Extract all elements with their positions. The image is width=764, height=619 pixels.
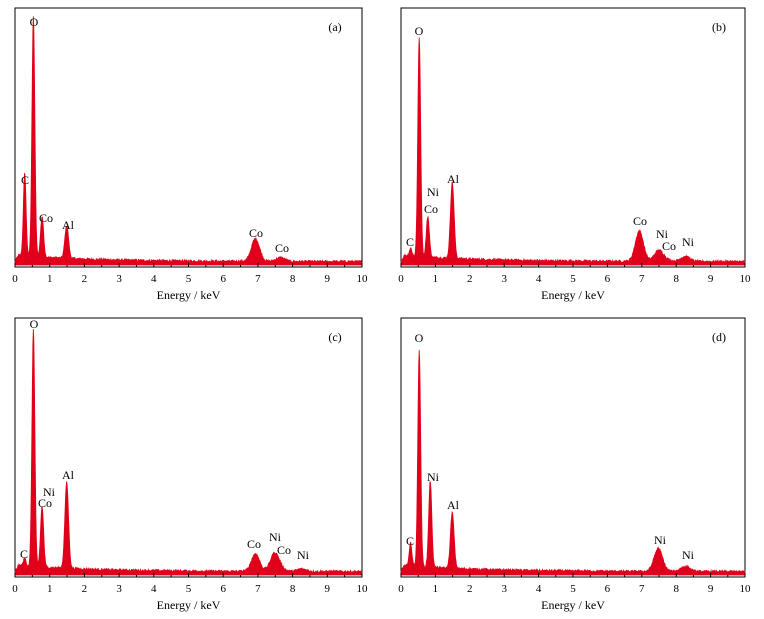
x-tick-label: 8: [673, 273, 679, 285]
x-tick-label: 1: [433, 583, 439, 595]
peak-label-ni: Ni: [297, 548, 310, 562]
peak-label-ni: Ni: [656, 227, 669, 241]
peak-label-al: Al: [62, 218, 75, 232]
spectrum-a: [14, 16, 363, 266]
x-tick-label: 10: [357, 583, 369, 595]
x-tick-label: 3: [501, 273, 507, 285]
panel-a: C O Co Al Co Co 0 1 2 3 4 5 6 7 8 9 10 (a) Energy / keV: [12, 7, 369, 302]
x-tick-label: 5: [186, 273, 192, 285]
x-tick-label: 1: [433, 273, 439, 285]
x-tick-label: 8: [290, 273, 296, 285]
x-tick-label: 2: [467, 583, 473, 595]
peak-label-al: Al: [447, 498, 460, 512]
peak-label-ni: Ni: [427, 470, 440, 484]
peak-label-al: Al: [62, 468, 75, 482]
x-tick-label: 9: [708, 583, 714, 595]
peak-label-o: O: [415, 331, 424, 345]
x-tick-label: 3: [116, 273, 122, 285]
peak-label-al: Al: [447, 172, 460, 186]
x-tick-label: 4: [151, 273, 157, 285]
x-tick-label: 7: [639, 583, 645, 595]
peak-label-co: Co: [424, 202, 438, 216]
peak-label-ni: Ni: [682, 548, 695, 562]
x-tick-label: 5: [186, 583, 192, 595]
x-axis-label-d: Energy / keV: [541, 598, 605, 612]
x-tick-label: 5: [570, 583, 576, 595]
spectrum-trace-b: [400, 37, 746, 266]
x-tick-label: 6: [220, 273, 226, 285]
x-tick-label: 1: [47, 583, 53, 595]
x-axis-label-b: Energy / keV: [541, 288, 605, 302]
panel-label-d: (d): [712, 330, 726, 344]
x-tick-label: 5: [570, 273, 576, 285]
x-tick-label: 6: [220, 583, 226, 595]
peak-label-o: O: [415, 24, 424, 38]
x-tick-label: 4: [536, 583, 542, 595]
spectrum-c: [14, 329, 363, 576]
x-tick-label: 10: [740, 273, 752, 285]
panel-label-b: (b): [712, 20, 726, 34]
peak-label-c: C: [20, 547, 28, 561]
peak-label-ni: Ni: [269, 530, 282, 544]
peak-label-co: Co: [249, 226, 263, 240]
spectrum-trace-c: [14, 329, 363, 576]
peak-label-co: Co: [633, 214, 647, 228]
x-tick-label: 10: [740, 583, 752, 595]
spectrum-trace-a: [14, 16, 363, 266]
peak-label-co: Co: [39, 211, 53, 225]
x-axis-label-c: Energy / keV: [157, 598, 221, 612]
peak-label-o: O: [30, 15, 39, 29]
x-tick-label: 3: [116, 583, 122, 595]
peak-label-co: Co: [38, 496, 52, 510]
spectrum-b: [400, 37, 746, 266]
panel-d: C O Ni Al Ni Ni 0 1 2 3 4 5 6 7 8 9 10 (d) Energy / keV: [398, 317, 752, 612]
x-tick-label: 7: [255, 583, 261, 595]
peak-label-c: C: [406, 235, 414, 249]
peak-label-c: C: [21, 173, 29, 187]
x-tick-label: 9: [708, 273, 714, 285]
x-tick-label: 7: [255, 273, 261, 285]
peak-label-ni: Ni: [654, 533, 667, 547]
x-tick-label: 9: [325, 273, 331, 285]
peak-label-co: Co: [247, 537, 261, 551]
peak-label-ni: Ni: [43, 485, 56, 499]
x-tick-label: 10: [357, 273, 369, 285]
x-tick-label: 8: [290, 583, 296, 595]
x-tick-label: 0: [12, 273, 18, 285]
x-tick-label: 0: [398, 583, 404, 595]
peak-label-co: Co: [275, 241, 289, 255]
x-tick-label: 8: [673, 583, 679, 595]
x-tick-label: 6: [605, 583, 611, 595]
peak-label-co: Co: [662, 239, 676, 253]
x-tick-label: 2: [82, 273, 88, 285]
spectrum-trace-d: [400, 349, 746, 576]
x-tick-label: 9: [325, 583, 331, 595]
peak-label-o: O: [30, 317, 39, 331]
x-tick-label: 7: [639, 273, 645, 285]
x-axis-label-a: Energy / keV: [157, 288, 221, 302]
x-tick-label: 0: [12, 583, 18, 595]
peak-label-c: C: [406, 534, 414, 548]
peak-label-ni: Ni: [427, 185, 440, 199]
x-tick-label: 2: [467, 273, 473, 285]
peak-label-co: Co: [277, 543, 291, 557]
spectrum-d: [400, 349, 746, 576]
x-tick-label: 1: [47, 273, 53, 285]
x-tick-label: 4: [536, 273, 542, 285]
x-tick-label: 6: [605, 273, 611, 285]
x-tick-label: 4: [151, 583, 157, 595]
x-tick-label: 2: [82, 583, 88, 595]
x-tick-label: 3: [501, 583, 507, 595]
panel-label-a: (a): [328, 20, 341, 34]
panel-label-c: (c): [328, 330, 341, 344]
x-tick-label: 0: [398, 273, 404, 285]
peak-label-ni: Ni: [682, 235, 695, 249]
